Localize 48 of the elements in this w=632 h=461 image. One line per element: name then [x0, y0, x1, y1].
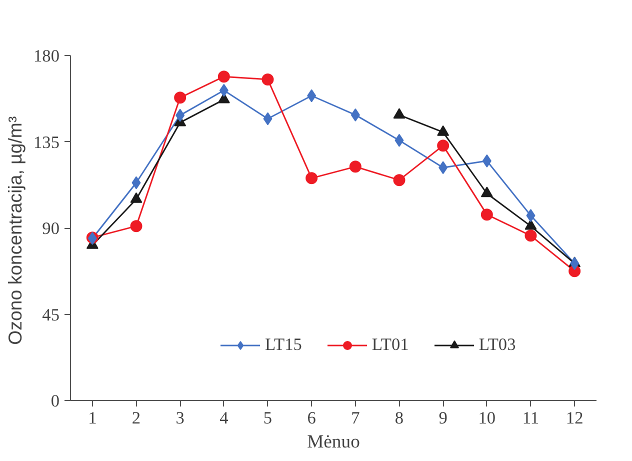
x-tick-label: 11: [522, 408, 540, 428]
point: [394, 134, 404, 147]
legend-label: LT03: [478, 335, 516, 355]
point: [526, 209, 536, 222]
x-tick-label: 3: [176, 408, 184, 428]
x-tick-label: 4: [220, 408, 229, 428]
point: [570, 256, 580, 270]
point: [437, 125, 450, 136]
point: [350, 108, 360, 122]
y-tick-label: 0: [50, 392, 60, 410]
y-axis-title: Ozono koncentracija, µg/m³: [4, 116, 26, 345]
point: [176, 108, 185, 122]
point: [262, 73, 274, 86]
x-tick-label: 7: [351, 408, 360, 428]
point: [218, 70, 230, 83]
x-axis-title: Mėnuo: [307, 432, 360, 452]
point: [263, 112, 272, 126]
point: [349, 160, 362, 173]
legend-label: LT15: [265, 335, 302, 355]
x-tick-label: 6: [307, 408, 316, 428]
x-tick-label: 10: [478, 408, 496, 428]
point: [306, 172, 318, 184]
point: [438, 161, 448, 174]
x-tick-label: 9: [438, 408, 448, 428]
y-tick-label: 45: [42, 305, 60, 324]
y-tick-label: 180: [34, 46, 60, 66]
legend-label: LT01: [372, 335, 409, 355]
x-tick-label: 2: [132, 408, 141, 428]
point: [393, 108, 406, 119]
x-tick-label: 5: [263, 408, 272, 428]
point: [480, 208, 493, 221]
x-tick-label: 8: [394, 408, 404, 428]
point: [482, 154, 492, 168]
y-tick-label: 90: [42, 219, 60, 238]
point: [524, 230, 537, 242]
point: [437, 140, 450, 152]
point: [524, 219, 537, 230]
point: [130, 192, 142, 203]
point: [132, 176, 141, 190]
point: [393, 174, 406, 186]
point: [307, 89, 316, 102]
x-tick-label: 1: [88, 408, 97, 428]
point: [480, 186, 493, 198]
y-tick-label: 135: [34, 132, 60, 152]
point: [130, 220, 142, 232]
point: [174, 92, 186, 104]
point: [219, 84, 228, 97]
x-tick-label: 12: [566, 408, 584, 428]
